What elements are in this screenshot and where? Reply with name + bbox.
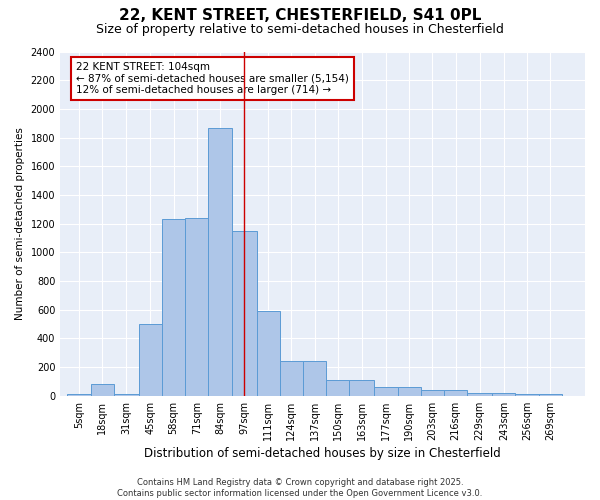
Y-axis label: Number of semi-detached properties: Number of semi-detached properties (15, 127, 25, 320)
Bar (162, 220, 185, 396)
Bar (398, 387, 421, 396)
Text: Size of property relative to semi-detached houses in Chesterfield: Size of property relative to semi-detach… (96, 22, 504, 36)
Bar (421, 390, 444, 396)
Text: Contains HM Land Registry data © Crown copyright and database right 2025.
Contai: Contains HM Land Registry data © Crown c… (118, 478, 482, 498)
Text: 22, KENT STREET, CHESTERFIELD, S41 0PL: 22, KENT STREET, CHESTERFIELD, S41 0PL (119, 8, 481, 22)
Bar (374, 387, 398, 396)
Bar (91, 384, 114, 396)
Bar (539, 394, 562, 396)
Bar (515, 394, 539, 396)
Bar (139, 324, 162, 396)
Bar (280, 362, 303, 396)
Bar (257, 311, 280, 396)
X-axis label: Distribution of semi-detached houses by size in Chesterfield: Distribution of semi-detached houses by … (144, 447, 501, 460)
Bar (232, 231, 257, 396)
Bar (326, 380, 349, 396)
Bar (208, 128, 232, 396)
Bar (185, 218, 208, 396)
Bar (349, 380, 374, 396)
Bar (303, 362, 326, 396)
Bar (444, 390, 467, 396)
Bar (467, 393, 492, 396)
Bar (492, 393, 515, 396)
Text: 22 KENT STREET: 104sqm
← 87% of semi-detached houses are smaller (5,154)
12% of : 22 KENT STREET: 104sqm ← 87% of semi-det… (76, 62, 349, 95)
Bar (114, 394, 139, 396)
Bar (67, 394, 91, 396)
